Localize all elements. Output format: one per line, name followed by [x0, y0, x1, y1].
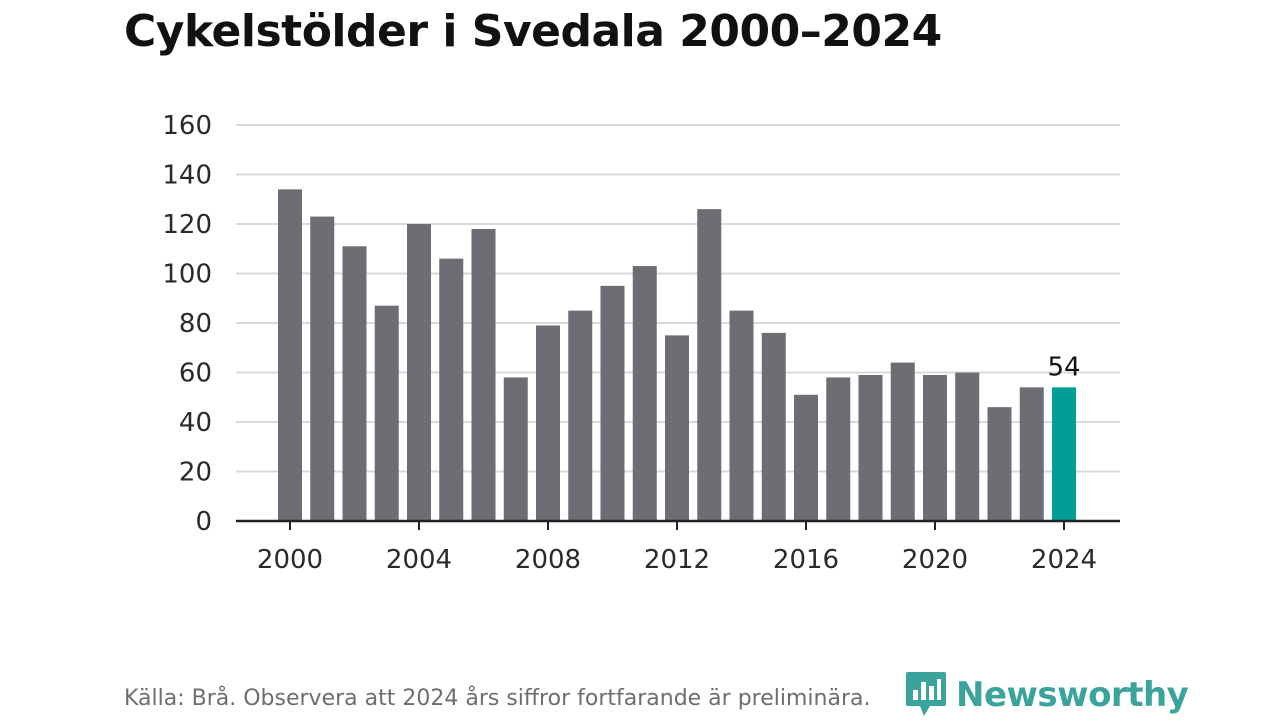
y-tick-label: 140 [162, 161, 212, 191]
bar-2008 [536, 325, 560, 521]
bar-2003 [374, 305, 399, 521]
bar-2004 [407, 224, 431, 521]
x-tick-label: 2008 [515, 545, 581, 575]
chart-title: Cykelstölder i Svedala 2000–2024 [124, 6, 942, 57]
bar-2021 [955, 372, 980, 521]
bar-2022 [987, 407, 1012, 521]
bar-2010 [600, 285, 625, 521]
y-tick-label: 0 [195, 507, 212, 537]
y-tick-label: 120 [162, 210, 212, 240]
bar-2015 [761, 332, 786, 521]
bar-2016 [794, 394, 818, 521]
x-tick-label: 2012 [644, 545, 710, 575]
x-tick-label: 2004 [386, 545, 452, 575]
bar-2009 [568, 310, 593, 521]
x-tick-label: 2020 [902, 545, 968, 575]
x-tick-label: 2000 [257, 545, 323, 575]
bar-2023 [1019, 387, 1044, 521]
bars [278, 189, 1076, 521]
x-tick-label: 2016 [773, 545, 839, 575]
data-label: 54 [1047, 352, 1080, 382]
y-tick-label: 60 [179, 359, 212, 389]
x-axis [236, 519, 1120, 530]
bar-2018 [858, 374, 883, 521]
bar-2024 [1052, 387, 1076, 521]
brand-name: Newsworthy [956, 675, 1189, 715]
y-axis-labels: 0 20 40 60 80 100 120 140 160 [162, 111, 212, 537]
y-tick-label: 80 [179, 309, 212, 339]
bar-2007 [503, 377, 528, 521]
y-tick-label: 20 [179, 458, 212, 488]
x-tick-label: 2024 [1031, 545, 1097, 575]
bar-2011 [632, 266, 657, 521]
y-tick-label: 160 [162, 111, 212, 141]
bar-2020 [923, 374, 947, 521]
bar-2006 [471, 228, 496, 521]
bar-2000 [278, 189, 302, 521]
y-tick-label: 100 [162, 260, 212, 290]
brand-logo: Newsworthy [904, 670, 1189, 720]
bar-2005 [439, 258, 464, 521]
bar-2014 [729, 310, 754, 521]
bar-2002 [342, 246, 367, 521]
source-note: Källa: Brå. Observera att 2024 års siffr… [124, 686, 871, 711]
data-labels: 54 [1047, 352, 1080, 382]
bar-2001 [310, 216, 335, 521]
bar-2017 [826, 377, 851, 521]
bar-2019 [890, 362, 915, 521]
y-tick-label: 40 [179, 408, 212, 438]
x-axis-labels: 2000 2004 2008 2012 2016 2020 2024 [257, 545, 1097, 575]
bar-2012 [665, 335, 689, 521]
bar-2013 [697, 209, 722, 521]
newsworthy-logo-icon [906, 672, 946, 716]
